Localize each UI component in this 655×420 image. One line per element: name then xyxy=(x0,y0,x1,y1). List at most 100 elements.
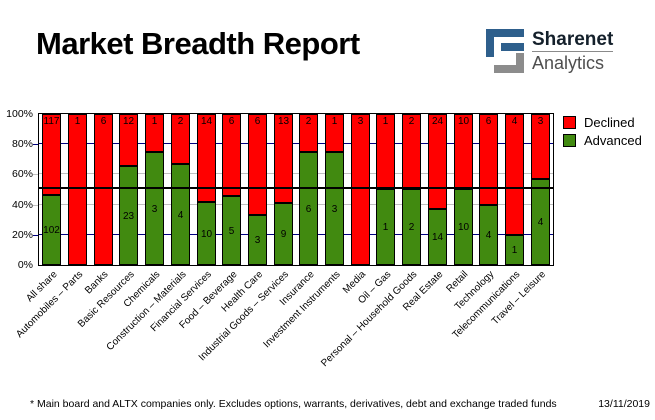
y-axis-label: 20% xyxy=(11,229,33,241)
bar-advanced-segment: 4 xyxy=(171,164,190,265)
y-axis-label: 60% xyxy=(11,168,33,180)
advanced-swatch-icon xyxy=(563,133,576,147)
y-axis-label: 80% xyxy=(11,138,33,150)
bar-advanced-segment: 4 xyxy=(479,205,498,265)
declined-count-label: 6 xyxy=(485,116,492,127)
bar-declined-segment: 3 xyxy=(531,114,550,179)
page-title: Market Breadth Report xyxy=(36,26,360,61)
declined-count-label: 13 xyxy=(277,116,290,127)
chart-legend: Declined Advanced xyxy=(563,113,642,149)
bar-advanced-segment: 23 xyxy=(119,166,138,265)
bar-advanced-segment: 4 xyxy=(531,179,550,265)
declined-count-label: 1 xyxy=(151,116,158,127)
y-axis-tick xyxy=(33,144,38,145)
y-axis-tick xyxy=(33,174,38,175)
bar-declined-segment: 6 xyxy=(222,114,241,196)
declined-count-label: 3 xyxy=(357,116,364,127)
advanced-count-label: 10 xyxy=(457,222,470,233)
bar-advanced-segment: 102 xyxy=(42,195,61,265)
bar-declined-segment: 2 xyxy=(402,114,421,189)
bar-declined-segment: 117 xyxy=(42,114,61,195)
bar-advanced-segment: 6 xyxy=(299,152,318,265)
declined-count-label: 2 xyxy=(408,116,415,127)
declined-count-label: 2 xyxy=(177,116,184,127)
advanced-count-label: 1 xyxy=(382,222,389,233)
logo-gray-part xyxy=(494,53,524,73)
chart-plot-area: 117 102 1 6 12 23 1 3 2 4 14 10 6 5 6 3 13 9 2 6 1 3 3 1 1 2 2 24 14… xyxy=(38,113,554,266)
bar-declined-segment: 2 xyxy=(299,114,318,152)
bar-declined-segment: 1 xyxy=(68,114,87,265)
declined-count-label: 1 xyxy=(331,116,338,127)
declined-count-label: 4 xyxy=(511,116,518,127)
declined-count-label: 12 xyxy=(122,116,135,127)
advanced-count-label: 4 xyxy=(537,217,544,228)
report-date: 13/11/2019 xyxy=(598,398,650,410)
y-axis-label: 100% xyxy=(6,108,33,120)
y-axis-label: 0% xyxy=(17,259,33,271)
declined-count-label: 10 xyxy=(457,116,470,127)
advanced-count-label: 2 xyxy=(408,222,415,233)
bar-declined-segment: 24 xyxy=(428,114,447,209)
logo-divider xyxy=(532,51,614,52)
y-axis-tick xyxy=(33,205,38,206)
logo-text: Sharenet Analytics xyxy=(532,29,614,73)
declined-count-label: 24 xyxy=(431,116,444,127)
bar-declined-segment: 1 xyxy=(376,114,395,189)
declined-count-label: 6 xyxy=(254,116,261,127)
advanced-count-label: 14 xyxy=(431,232,444,243)
advanced-count-label: 10 xyxy=(200,228,213,240)
bar-declined-segment: 2 xyxy=(171,114,190,164)
bar-declined-segment: 13 xyxy=(274,114,293,203)
gridline-80pct xyxy=(39,143,553,144)
advanced-count-label: 5 xyxy=(228,225,235,237)
sharenet-logo: Sharenet Analytics xyxy=(486,29,614,73)
logo-subtitle: Analytics xyxy=(532,53,605,73)
bar-advanced-segment: 2 xyxy=(402,189,421,265)
declined-count-label: 117 xyxy=(43,116,60,127)
bar-advanced-segment: 3 xyxy=(145,152,164,265)
advanced-count-label: 102 xyxy=(43,225,60,236)
advanced-count-label: 6 xyxy=(305,203,312,215)
legend-label-declined: Declined xyxy=(584,114,635,130)
sharenet-s-icon xyxy=(486,29,524,73)
advanced-count-label: 3 xyxy=(331,203,338,215)
bar-advanced-segment: 10 xyxy=(454,189,473,265)
bar-declined-segment: 3 xyxy=(351,114,370,265)
bar-declined-segment: 1 xyxy=(145,114,164,152)
bar-declined-segment: 10 xyxy=(454,114,473,189)
advanced-count-label: 4 xyxy=(485,230,492,241)
bar-declined-segment: 4 xyxy=(505,114,524,235)
bar-declined-segment: 12 xyxy=(119,114,138,166)
declined-count-label: 3 xyxy=(537,116,544,127)
footnote: * Main board and ALTX companies only. Ex… xyxy=(30,398,557,410)
declined-count-label: 6 xyxy=(228,116,235,127)
bar-declined-segment: 1 xyxy=(325,114,344,152)
declined-count-label: 1 xyxy=(74,116,81,127)
gridline-60pct xyxy=(39,173,553,174)
bar-advanced-segment: 3 xyxy=(248,215,267,265)
declined-count-label: 14 xyxy=(200,116,213,127)
bar-advanced-segment: 1 xyxy=(505,235,524,265)
y-axis-tick xyxy=(33,235,38,236)
declined-count-label: 1 xyxy=(382,116,389,127)
advanced-count-label: 23 xyxy=(122,210,135,222)
bar-advanced-segment: 3 xyxy=(325,152,344,265)
bar-advanced-segment: 9 xyxy=(274,203,293,265)
fifty-percent-reference-line xyxy=(39,187,553,189)
declined-swatch-icon xyxy=(563,115,576,129)
gridline-20pct xyxy=(39,234,553,235)
bar-advanced-segment: 14 xyxy=(428,209,447,265)
legend-label-advanced: Advanced xyxy=(584,132,642,148)
legend-row-advanced: Advanced xyxy=(563,131,642,149)
legend-row-declined: Declined xyxy=(563,113,642,131)
bar-declined-segment: 14 xyxy=(197,114,216,202)
logo-name: Sharenet xyxy=(532,29,614,50)
bar-declined-segment: 6 xyxy=(248,114,267,215)
bar-declined-segment: 6 xyxy=(94,114,113,265)
advanced-count-label: 1 xyxy=(511,245,518,256)
advanced-count-label: 3 xyxy=(254,235,261,246)
advanced-count-label: 4 xyxy=(177,209,184,221)
declined-count-label: 6 xyxy=(100,116,107,127)
advanced-count-label: 3 xyxy=(151,203,158,215)
